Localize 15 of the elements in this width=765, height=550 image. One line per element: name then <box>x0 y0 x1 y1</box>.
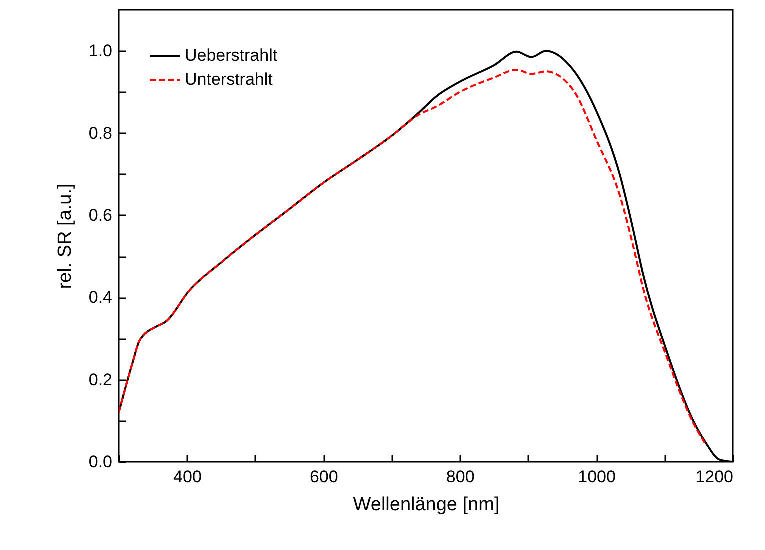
legend-label: Unterstrahlt <box>185 70 274 89</box>
y-tick-label: 1.0 <box>88 42 112 61</box>
y-tick-label: 0.6 <box>88 206 112 225</box>
x-axis-title: Wellenlänge [nm] <box>353 494 500 516</box>
y-axis-title: rel. SR [a.u.] <box>54 184 76 290</box>
y-tick-label: 0.4 <box>88 288 112 308</box>
y-tick-label: 0.0 <box>88 452 112 472</box>
x-tick-label: 1200 <box>696 468 734 486</box>
y-tick-label: 0.2 <box>88 370 112 390</box>
y-tick-label: 0.8 <box>88 124 112 143</box>
x-tick-label: 400 <box>174 468 202 486</box>
x-tick-label: 1000 <box>578 468 616 486</box>
x-tick-label: 600 <box>310 468 338 486</box>
legend-label: Ueberstrahlt <box>185 46 278 65</box>
x-tick-label: 800 <box>446 468 475 486</box>
